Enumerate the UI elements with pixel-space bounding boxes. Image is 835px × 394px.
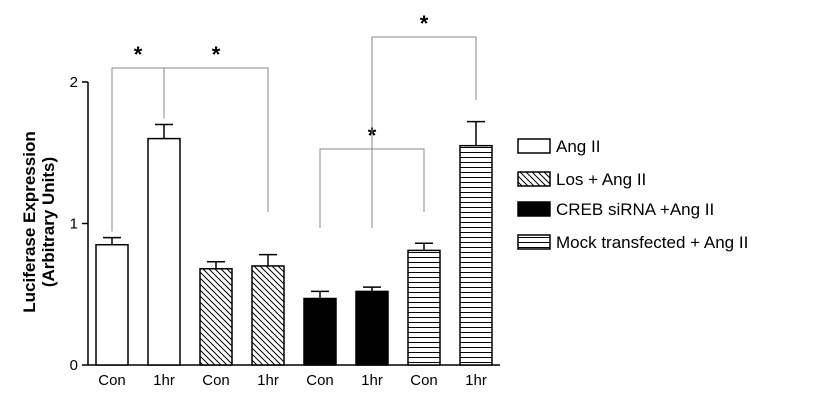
y-tick-label: 2 xyxy=(70,74,78,91)
bar xyxy=(251,265,285,366)
legend-entry: Los + Ang II xyxy=(556,170,646,189)
bar xyxy=(459,144,493,366)
bar xyxy=(199,268,233,366)
x-tick-label: Con xyxy=(202,372,230,389)
significance-bracket xyxy=(163,67,269,212)
legend: Ang II Los + Ang II CREB siRNA +Ang II Mock… xyxy=(517,137,748,252)
x-tick-label: 1hr xyxy=(257,372,279,389)
x-tick-label: 1hr xyxy=(361,372,383,389)
y-axis-label-line1: Luciferase Expression xyxy=(20,131,39,312)
x-tick-label: Con xyxy=(410,372,438,389)
y-tick-label: 1 xyxy=(70,216,78,233)
bar xyxy=(407,249,441,366)
significance-star: * xyxy=(212,42,221,67)
legend-swatch xyxy=(517,138,551,154)
x-tick-label: Con xyxy=(306,372,334,389)
x-tick-label: 1hr xyxy=(465,372,487,389)
legend-entry: Mock transfected + Ang II xyxy=(556,233,748,252)
bar xyxy=(95,243,129,366)
y-tick-label: 0 xyxy=(70,357,78,374)
bar xyxy=(147,137,181,366)
bar xyxy=(355,290,389,366)
bar xyxy=(303,297,337,366)
legend-swatch xyxy=(517,234,551,250)
y-axis-label: Luciferase Expression (Arbitrary Units) xyxy=(20,131,58,312)
legend-entry: CREB siRNA +Ang II xyxy=(556,200,714,219)
significance-bracket xyxy=(371,36,477,228)
legend-entry: Ang II xyxy=(556,137,600,156)
x-tick-label: Con xyxy=(98,372,126,389)
significance-star: * xyxy=(134,42,143,67)
significance-star: * xyxy=(420,11,429,36)
x-tick-label: 1hr xyxy=(153,372,175,389)
legend-swatch xyxy=(517,201,551,217)
y-axis-label-line2: (Arbitrary Units) xyxy=(39,157,58,287)
legend-swatch xyxy=(517,171,551,187)
